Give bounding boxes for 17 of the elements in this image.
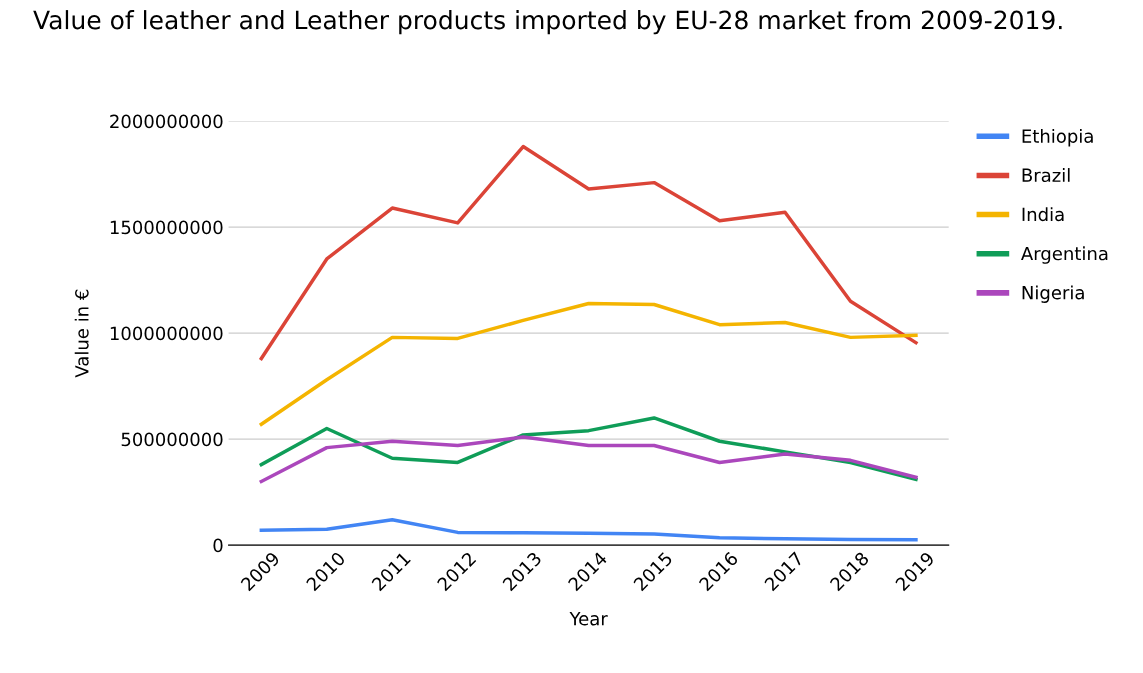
y-axis-title: Value in € — [74, 289, 89, 378]
chart-title: Value of leather and Leather products imported by EU-28 market from 2009-2019. — [33, 10, 1062, 35]
line-series — [259, 517, 918, 542]
y-tick-label: 0 — [213, 538, 223, 553]
y-tick-label: 500000000 — [121, 432, 223, 447]
legend-label: Nigeria — [1022, 285, 1084, 303]
legend-label: India — [1022, 207, 1064, 222]
legend-label: Brazil — [1022, 168, 1070, 183]
x-axis-title: Year — [569, 612, 608, 626]
line-series — [259, 301, 918, 427]
line-series — [259, 144, 918, 361]
y-tick-label: 2000000000 — [110, 114, 223, 129]
line-series — [259, 435, 918, 484]
y-tick-label: 1500000000 — [110, 220, 223, 235]
legend-label: Ethiopia — [1022, 128, 1093, 147]
legend-label: Argentina — [1021, 246, 1108, 264]
y-tick-label: 1000000000 — [110, 326, 223, 341]
